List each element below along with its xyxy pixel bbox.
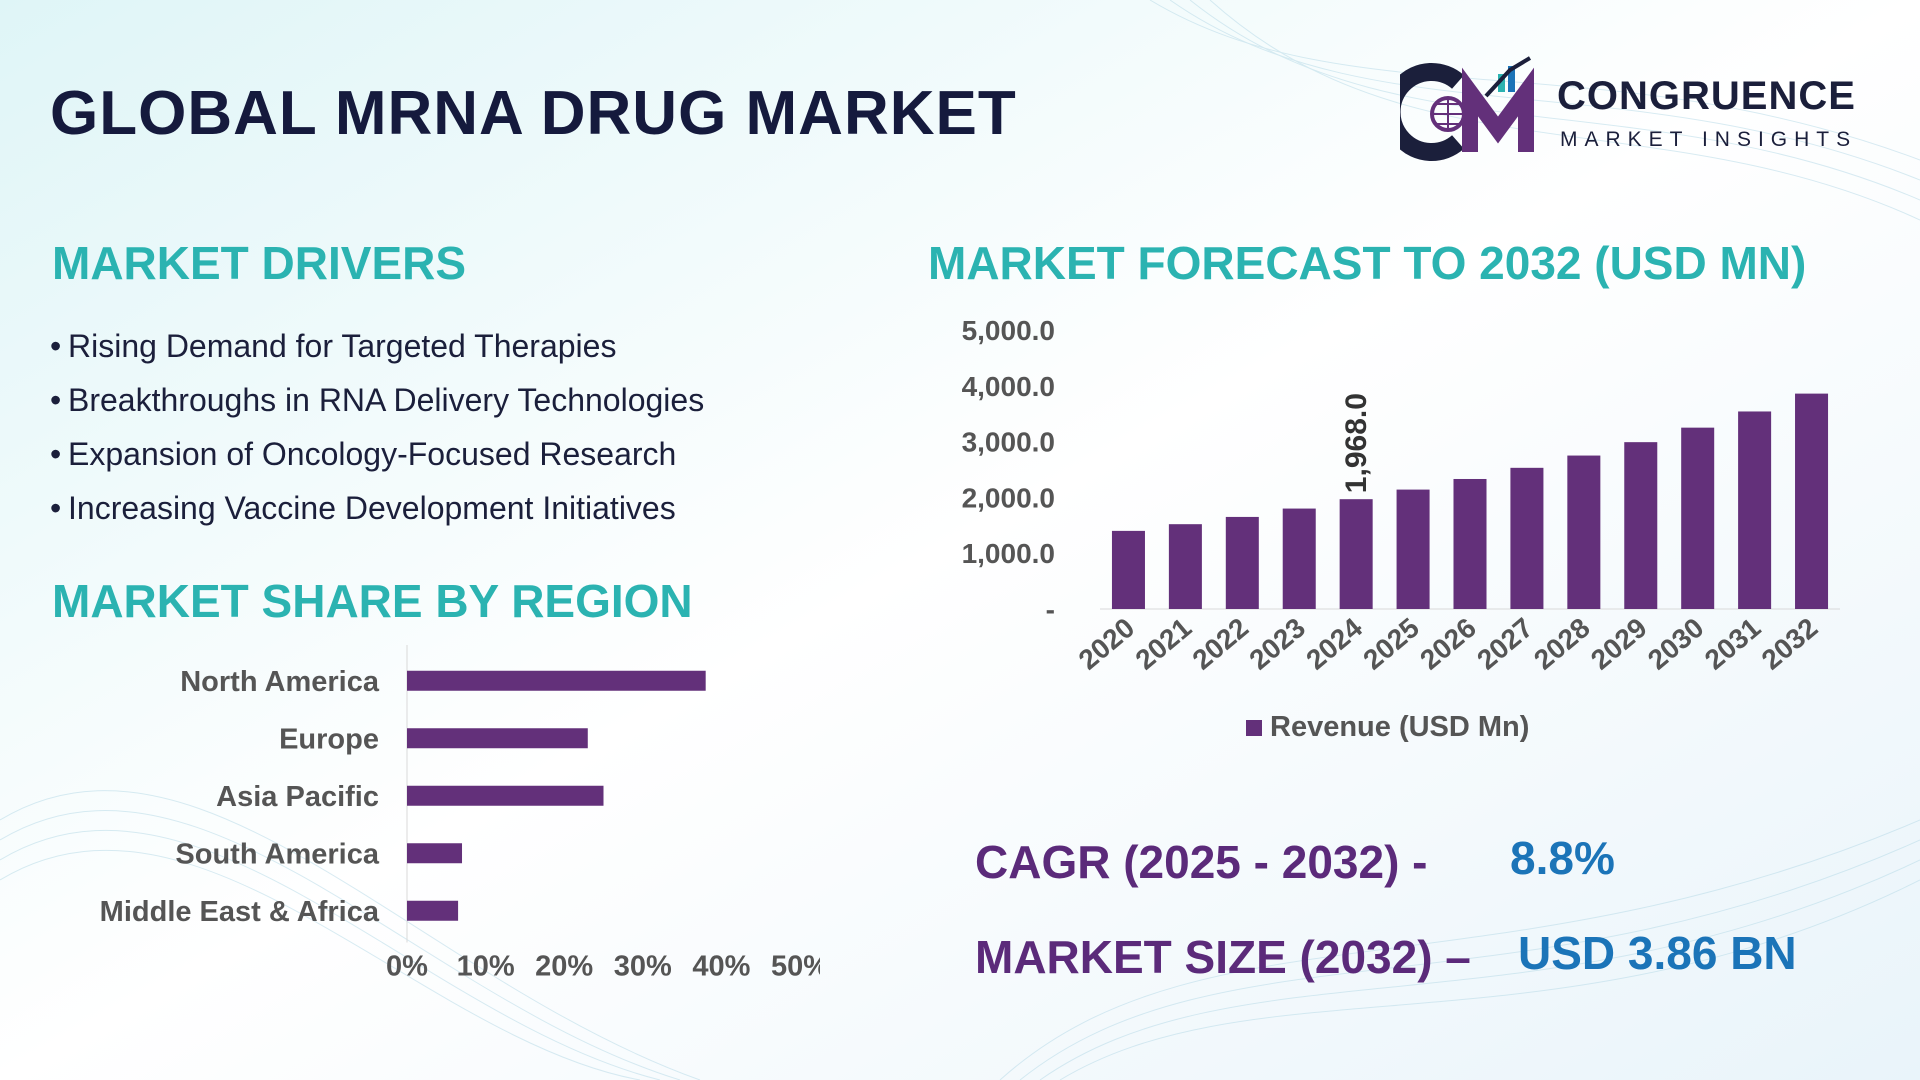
region-tick-label: 40% [692, 951, 750, 983]
driver-item: • Breakthroughs in RNA Delivery Technolog… [50, 382, 705, 418]
legend-label: Revenue (USD Mn) [1270, 711, 1529, 743]
legend-swatch [1246, 720, 1262, 736]
forecast-bar [1396, 489, 1430, 609]
region-bar [407, 728, 588, 749]
region-category-label: Asia Pacific [216, 781, 379, 813]
region-heading: MARKET SHARE BY REGION [52, 575, 693, 627]
forecast-y-tick-label: 3,000.0 [962, 427, 1055, 458]
forecast-bar [1339, 499, 1373, 609]
forecast-bar [1681, 427, 1715, 609]
region-category-label: North America [180, 666, 380, 698]
forecast-bar [1111, 530, 1145, 609]
forecast-x-tick-label: 2026 [1414, 612, 1482, 676]
forecast-bar [1168, 524, 1202, 609]
forecast-bar [1282, 508, 1316, 609]
forecast-x-tick-label: 2031 [1699, 612, 1767, 676]
region-category-label: Europe [279, 723, 379, 755]
forecast-bar [1453, 478, 1487, 609]
forecast-bar [1510, 467, 1544, 609]
page-title: GLOBAL MRNA DRUG MARKET [50, 79, 1017, 148]
forecast-x-tick-label: 2030 [1642, 612, 1710, 676]
market-size-value: USD 3.86 BN [1518, 927, 1797, 979]
congruence-logo-mark [1400, 56, 1534, 161]
forecast-x-tick-label: 2022 [1187, 612, 1255, 676]
forecast-x-tick-label: 2020 [1073, 612, 1141, 676]
forecast-x-tick-label: 2025 [1357, 612, 1425, 676]
forecast-y-tick-label: 2,000.0 [962, 482, 1055, 513]
forecast-x-tick-label: 2028 [1528, 612, 1596, 676]
region-bar [407, 900, 459, 921]
driver-item: • Increasing Vaccine Development Initiati… [50, 490, 676, 526]
driver-item: • Expansion of Oncology-Focused Research [50, 436, 677, 472]
forecast-x-tick-label: 2024 [1300, 612, 1368, 676]
region-bar [407, 843, 463, 864]
forecast-bar [1225, 516, 1259, 609]
forecast-bar [1567, 455, 1601, 609]
drivers-heading: MARKET DRIVERS [52, 237, 467, 289]
region-tick-label: 20% [535, 951, 593, 983]
cagr-value: 8.8% [1510, 832, 1615, 884]
region-category-label: South America [175, 838, 379, 870]
forecast-x-tick-label: 2027 [1471, 612, 1539, 676]
forecast-x-tick-label: 2032 [1756, 612, 1824, 676]
region-bar [407, 670, 706, 691]
region-tick-label: 10% [457, 951, 515, 983]
cagr-label: CAGR (2025 - 2032) - [975, 836, 1428, 888]
forecast-heading: MARKET FORECAST TO 2032 (USD MN) [928, 237, 1807, 289]
forecast-x-tick-label: 2023 [1243, 612, 1311, 676]
forecast-bar [1624, 442, 1658, 609]
forecast-x-tick-label: 2029 [1585, 612, 1653, 676]
forecast-y-tick-label: 4,000.0 [962, 371, 1055, 402]
market-size-label: MARKET SIZE (2032) – [975, 931, 1471, 983]
region-category-label: Middle East & Africa [100, 896, 380, 928]
region-tick-label: 30% [614, 951, 672, 983]
forecast-data-label: 1,968.0 [1340, 393, 1373, 493]
forecast-x-tick-label: 2021 [1130, 612, 1198, 676]
region-tick-label: 50% [771, 951, 820, 983]
forecast-y-tick-label: 5,000.0 [962, 315, 1055, 346]
forecast-chart: - 1,000.0 2,000.0 3,000.0 4,000.0 5,000.0 2020… [962, 315, 1840, 743]
region-share-chart: North America Europe Asia Pacific South Ame… [100, 645, 820, 983]
logo-name: CONGRUENCE [1557, 74, 1856, 118]
drivers-list: • Rising Demand for Targeted Therapies • B… [50, 322, 704, 538]
driver-item: • Rising Demand for Targeted Therapies [50, 328, 617, 364]
logo-subtitle: MARKET INSIGHTS [1560, 128, 1858, 151]
forecast-y-tick-label: 1,000.0 [962, 538, 1055, 569]
forecast-bar [1738, 411, 1772, 609]
forecast-y-tick-label: - [1046, 594, 1055, 625]
region-bar [407, 785, 604, 806]
region-tick-label: 0% [386, 951, 428, 983]
forecast-bar [1795, 393, 1829, 609]
